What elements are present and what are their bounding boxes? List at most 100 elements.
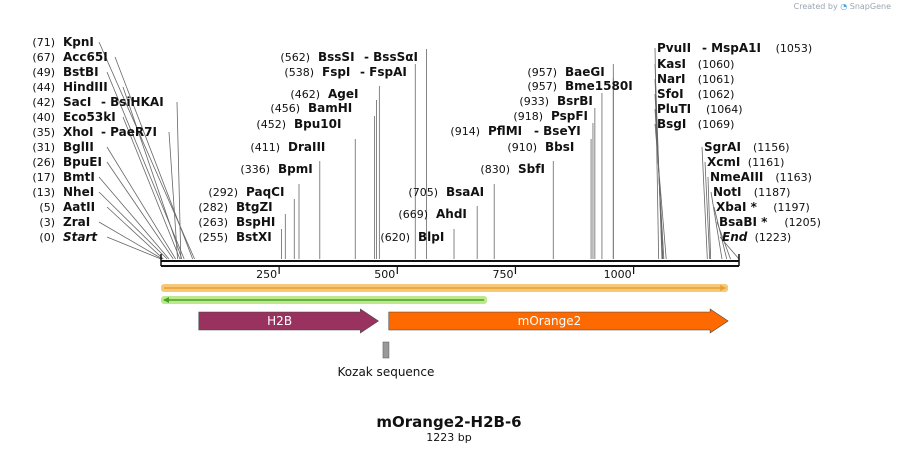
site-position: (669) bbox=[398, 208, 428, 221]
site-acc65i[interactable]: (67) Acc65I bbox=[32, 50, 107, 64]
site-position: (1205) bbox=[784, 216, 821, 229]
site-name: KpnI bbox=[63, 35, 94, 49]
site-name: XcmI bbox=[707, 155, 740, 169]
site-pvuii-mspa1i[interactable]: PvuII - MspA1I (1053) bbox=[657, 41, 812, 55]
site-name: BaeGI bbox=[565, 65, 605, 79]
site-noti[interactable]: NotI (1187) bbox=[713, 185, 790, 199]
site-position: (1223) bbox=[755, 231, 792, 244]
site-position: (13) bbox=[32, 186, 55, 199]
site-bsgi[interactable]: BsgI (1069) bbox=[657, 117, 734, 131]
site-bsabi[interactable]: BsaBI * (1205) bbox=[719, 215, 821, 229]
site-aatii[interactable]: (5) AatII bbox=[39, 200, 95, 214]
site-name: NotI bbox=[713, 185, 742, 199]
site-sfoi[interactable]: SfoI (1062) bbox=[657, 87, 734, 101]
site-fspi-fspai[interactable]: (538) FspI - FspAI bbox=[284, 65, 406, 79]
orf-arrowhead-icon bbox=[720, 285, 727, 291]
site-bsssi-bsss-i[interactable]: (562) BssSI - BssSαI bbox=[280, 50, 418, 64]
site-name-alt: - FspAI bbox=[360, 65, 407, 79]
feature-label: H2B bbox=[267, 314, 292, 328]
site-bsaai[interactable]: (705) BsaAI bbox=[408, 185, 484, 199]
site-bsrbi[interactable]: (933) BsrBI bbox=[519, 94, 592, 108]
site-xcmi[interactable]: XcmI (1161) bbox=[707, 155, 784, 169]
plasmid-length: 1223 bp bbox=[426, 431, 471, 444]
site-name: SfoI bbox=[657, 87, 684, 101]
site-name: BssSI bbox=[318, 50, 355, 64]
site-position: (456) bbox=[270, 102, 300, 115]
site-bpuei[interactable]: (26) BpuEI bbox=[32, 155, 102, 169]
tick-label-250: 250 bbox=[256, 268, 277, 281]
site-connector bbox=[106, 161, 174, 260]
tick-label-1000: 1000 bbox=[604, 268, 632, 281]
site-end[interactable]: End (1223) bbox=[722, 230, 791, 244]
site-position: (933) bbox=[519, 95, 549, 108]
attribution-brand: SnapGene bbox=[849, 2, 891, 11]
site-name: SacI bbox=[63, 95, 91, 109]
site-agei[interactable]: (462) AgeI bbox=[290, 87, 358, 101]
site-name: AgeI bbox=[328, 87, 358, 101]
site-zrai[interactable]: (3) ZraI bbox=[39, 215, 90, 229]
site-pflmi-bseyi[interactable]: (914) PflMI - BseYI bbox=[450, 124, 580, 138]
site-eco53ki[interactable]: (40) Eco53kI bbox=[32, 110, 115, 124]
site-connector bbox=[98, 176, 170, 260]
site-sbfi[interactable]: (830) SbfI bbox=[480, 162, 545, 176]
site-bsphi[interactable]: (263) BspHI bbox=[198, 215, 275, 229]
site-pluti[interactable]: PluTI (1064) bbox=[657, 102, 743, 116]
site-blpi[interactable]: (620) BlpI bbox=[380, 230, 444, 244]
site-nmeaiii[interactable]: NmeAIII (1163) bbox=[710, 170, 812, 184]
site-position: (67) bbox=[32, 51, 55, 64]
site-hindiii[interactable]: (44) HindIII bbox=[32, 80, 107, 94]
site-bbsi[interactable]: (910) BbsI bbox=[507, 140, 574, 154]
site-name: BamHI bbox=[308, 101, 352, 115]
site-bglii[interactable]: (31) BglII bbox=[32, 140, 93, 154]
site-bstxi[interactable]: (255) BstXI bbox=[198, 230, 271, 244]
site-bme1580i[interactable]: (957) Bme1580I bbox=[527, 79, 632, 93]
site-name: BmtI bbox=[63, 170, 95, 184]
site-name: HindIII bbox=[63, 80, 108, 94]
site-bstbi[interactable]: (49) BstBI bbox=[32, 65, 98, 79]
site-draiii[interactable]: (411) DraIII bbox=[250, 140, 325, 154]
site-connector bbox=[106, 206, 164, 260]
site-baegi[interactable]: (957) BaeGI bbox=[527, 65, 604, 79]
site-connector bbox=[98, 221, 163, 260]
site-position: (914) bbox=[450, 125, 480, 138]
site-nari[interactable]: NarI (1061) bbox=[657, 72, 734, 86]
feature-morange2[interactable]: mOrange2 bbox=[388, 308, 729, 334]
site-btgzi[interactable]: (282) BtgZI bbox=[198, 200, 272, 214]
site-name: BstBI bbox=[63, 65, 99, 79]
site-position: (292) bbox=[208, 186, 238, 199]
plasmid-title: mOrange2-H2B-6 bbox=[376, 413, 521, 431]
site-start[interactable]: (0) Start bbox=[39, 230, 98, 244]
orf-bar-reverse[interactable] bbox=[161, 296, 488, 304]
attribution-prefix: Created by bbox=[793, 2, 838, 11]
site-xhoi-paer7i[interactable]: (35) XhoI - PaeR7I bbox=[32, 125, 157, 139]
kozak-marker[interactable] bbox=[382, 341, 390, 359]
site-bmti[interactable]: (17) BmtI bbox=[32, 170, 94, 184]
site-bpu10i[interactable]: (452) Bpu10I bbox=[256, 117, 341, 131]
site-sgrai[interactable]: SgrAI (1156) bbox=[704, 140, 790, 154]
site-xbai[interactable]: XbaI * (1197) bbox=[716, 200, 810, 214]
site-bamhi[interactable]: (456) BamHI bbox=[270, 101, 352, 115]
site-connector bbox=[716, 221, 731, 260]
site-connector bbox=[710, 191, 723, 260]
site-name: BpmI bbox=[278, 162, 313, 176]
feature-h2b[interactable]: H2B bbox=[198, 308, 379, 334]
tick-label-750: 750 bbox=[492, 268, 513, 281]
site-ahdi[interactable]: (669) AhdI bbox=[398, 207, 466, 221]
site-name: BspHI bbox=[236, 215, 275, 229]
site-connector bbox=[654, 108, 665, 260]
site-name: BpuEI bbox=[63, 155, 102, 169]
site-position: (1069) bbox=[698, 118, 735, 131]
site-position: (49) bbox=[32, 66, 55, 79]
site-position: (452) bbox=[256, 118, 286, 131]
site-nhei[interactable]: (13) NheI bbox=[32, 185, 94, 199]
site-kasi[interactable]: KasI (1060) bbox=[657, 57, 734, 71]
site-position: (336) bbox=[240, 163, 270, 176]
site-paqci[interactable]: (292) PaqCI bbox=[208, 185, 284, 199]
site-connector bbox=[654, 123, 667, 260]
site-pspfi[interactable]: (918) PspFI bbox=[513, 109, 588, 123]
orf-bar-forward[interactable] bbox=[161, 284, 729, 292]
site-saci-bsihkai[interactable]: (42) SacI - BsiHKAI bbox=[32, 95, 163, 109]
site-bpmi[interactable]: (336) BpmI bbox=[240, 162, 312, 176]
site-position: (562) bbox=[280, 51, 310, 64]
site-kpni[interactable]: (71) KpnI bbox=[32, 35, 94, 49]
